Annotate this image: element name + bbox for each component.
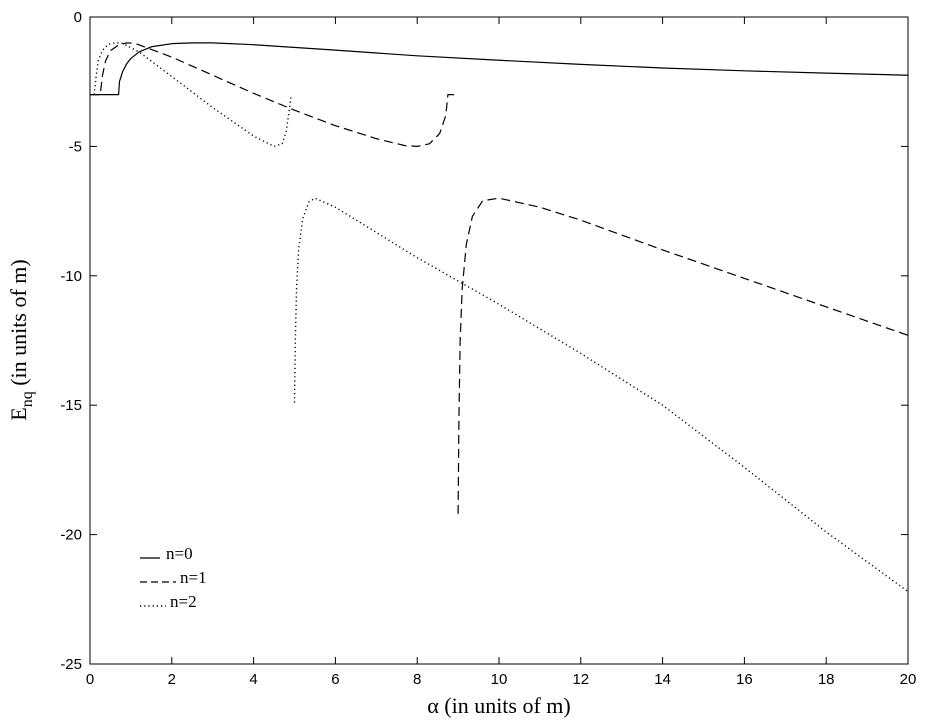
series-line-n1-segment-0 bbox=[90, 42, 455, 147]
legend-label-n0: n=0 bbox=[166, 544, 193, 563]
y-axis-label-rest: (in units of m) bbox=[6, 259, 31, 391]
y-tick-label: -15 bbox=[60, 397, 82, 414]
series-line-n0-segment-0 bbox=[90, 42, 909, 96]
legend: n=0 n=1 n=2 bbox=[140, 544, 207, 611]
y-tick-label: -20 bbox=[60, 527, 82, 544]
ticks: 0 2 4 6 8 10 12 14 16 18 20 0 -5 -10 -15 -20 -25 bbox=[60, 9, 916, 688]
x-tick-label: 12 bbox=[572, 671, 589, 688]
x-tick-label: 0 bbox=[86, 671, 94, 688]
x-tick-label: 16 bbox=[736, 671, 753, 688]
x-tick-label: 8 bbox=[413, 671, 421, 688]
x-tick-label: 4 bbox=[249, 671, 257, 688]
x-tick-label: 10 bbox=[491, 671, 508, 688]
x-tick-label: 2 bbox=[168, 671, 176, 688]
y-tick-label: -10 bbox=[60, 268, 82, 285]
x-tick-label: 6 bbox=[331, 671, 339, 688]
y-tick-label: -5 bbox=[69, 138, 82, 155]
plot-area-frame bbox=[89, 16, 909, 665]
series-line-n1-segment-1 bbox=[457, 197, 909, 514]
y-tick-label: -25 bbox=[60, 656, 82, 673]
series-group bbox=[90, 42, 909, 593]
series-line-n2-segment-1 bbox=[293, 197, 909, 593]
y-axis-label-sub: nq bbox=[19, 391, 36, 407]
x-tick-label: 18 bbox=[818, 671, 835, 688]
y-axis-label: Enq (in units of m) bbox=[6, 259, 36, 420]
y-axis-label-main: E bbox=[6, 407, 31, 420]
x-tick-label: 20 bbox=[900, 671, 917, 688]
y-tick-label: 0 bbox=[74, 9, 82, 26]
x-axis-label: α (in units of m) bbox=[427, 693, 571, 718]
series-line-n2-segment-0 bbox=[93, 42, 292, 148]
legend-label-n2: n=2 bbox=[170, 592, 197, 611]
x-tick-label: 14 bbox=[654, 671, 671, 688]
legend-label-n1: n=1 bbox=[180, 568, 207, 587]
